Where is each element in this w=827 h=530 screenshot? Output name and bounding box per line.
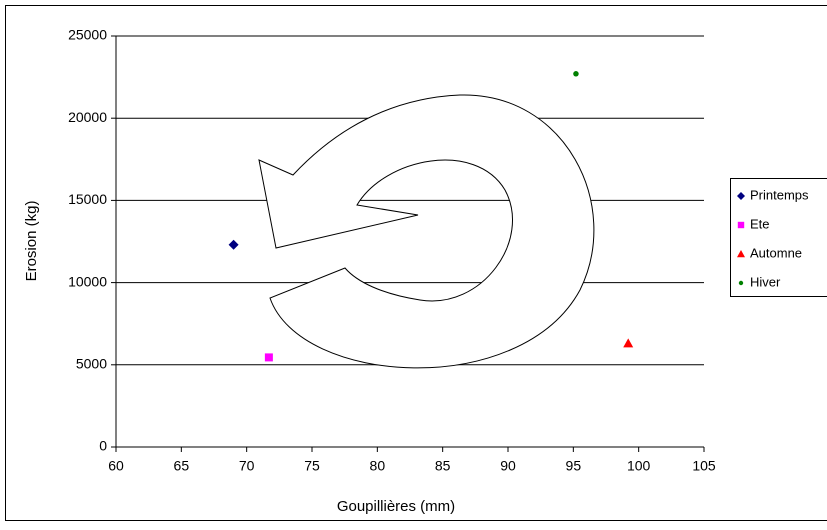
y-tick-label: 15000 bbox=[68, 191, 107, 207]
x-tick-label: 105 bbox=[692, 458, 716, 474]
legend: Printemps Ete Automne Hiver bbox=[737, 187, 809, 289]
legend-label: Printemps bbox=[750, 187, 809, 202]
marker bbox=[264, 353, 273, 362]
x-tick-label: 100 bbox=[627, 458, 651, 474]
y-tick-label: 10000 bbox=[68, 273, 107, 289]
x-tick-label: 70 bbox=[239, 458, 255, 474]
x-tick-label: 60 bbox=[108, 458, 124, 474]
y-tick-label: 20000 bbox=[68, 109, 107, 125]
legend-box bbox=[730, 178, 827, 297]
x-tick-label: 95 bbox=[566, 458, 582, 474]
y-tick-label: 25000 bbox=[68, 27, 107, 43]
legend-marker bbox=[737, 221, 745, 229]
legend-label: Automne bbox=[750, 245, 802, 260]
y-axis-title: Erosion (kg) bbox=[23, 201, 40, 282]
legend-marker bbox=[738, 280, 744, 286]
x-tick-label: 90 bbox=[500, 458, 516, 474]
x-tick-label: 65 bbox=[174, 458, 190, 474]
legend-label: Ete bbox=[750, 216, 770, 231]
marker bbox=[228, 239, 239, 250]
legend-label: Hiver bbox=[750, 274, 781, 289]
legend-marker bbox=[737, 192, 745, 200]
y-tick-label: 5000 bbox=[76, 356, 107, 372]
legend-marker bbox=[737, 250, 745, 258]
x-axis-title: Goupillières (mm) bbox=[337, 498, 455, 515]
y-tick-label: 0 bbox=[99, 438, 107, 454]
x-tick-label: 75 bbox=[304, 458, 320, 474]
chart-border bbox=[5, 5, 827, 521]
cycle-arrow bbox=[258, 94, 595, 369]
x-tick-label: 80 bbox=[370, 458, 386, 474]
x-tick-label: 85 bbox=[435, 458, 451, 474]
marks bbox=[228, 71, 634, 362]
marker bbox=[623, 338, 634, 348]
marker bbox=[573, 71, 579, 77]
